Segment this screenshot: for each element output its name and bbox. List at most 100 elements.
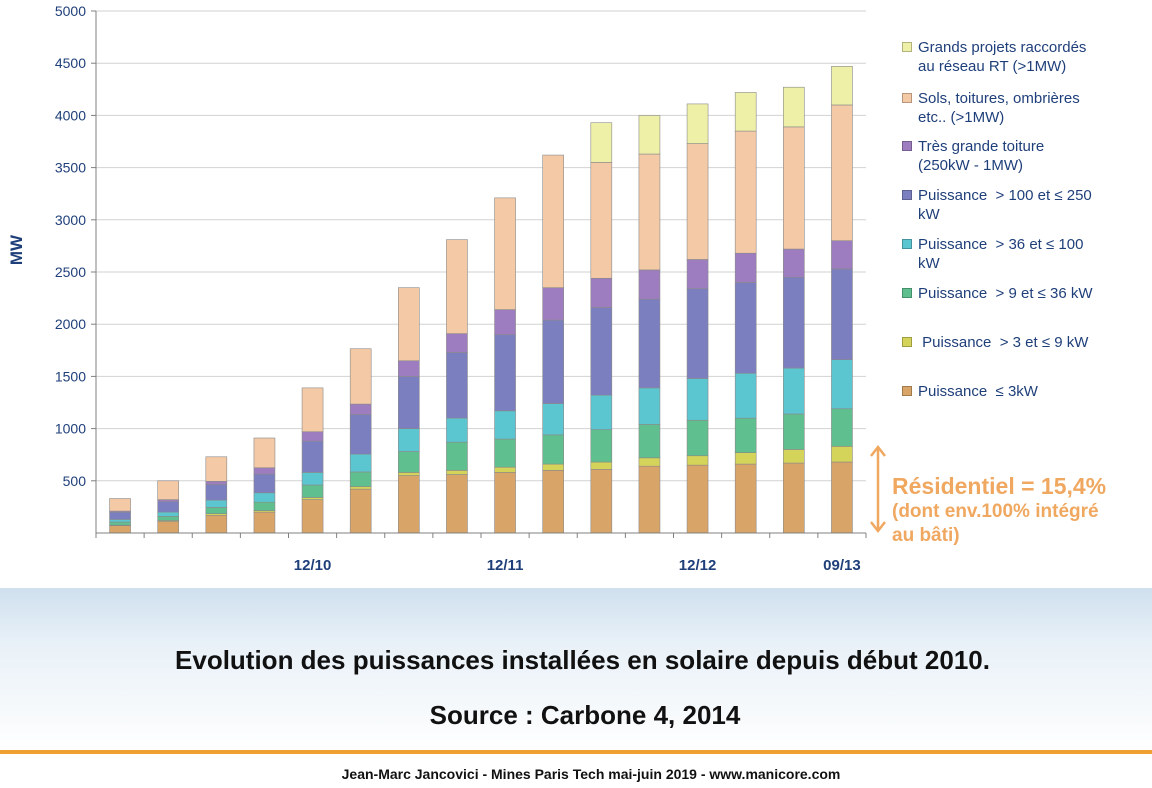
- legend-label: Grands projets raccordés au réseau RT (>1…: [918, 38, 1140, 76]
- bar-segment: [638, 465, 661, 534]
- bar-segment: [253, 501, 276, 511]
- caption-source: Source : Carbone 4, 2014: [429, 700, 741, 730]
- bar-segment: [638, 387, 661, 425]
- x-tick-label: 12/11: [487, 557, 524, 574]
- legend-label: Puissance ≤ 3kW: [918, 382, 1140, 401]
- bar-segment: [783, 367, 805, 415]
- bar-stack: [349, 348, 372, 534]
- bar-stack: [109, 498, 131, 534]
- bar-segment: [349, 403, 372, 415]
- bar-segment: [494, 472, 516, 534]
- bar-segment: [686, 378, 709, 421]
- bar-segment: [109, 498, 131, 512]
- bar-segment: [783, 126, 805, 250]
- bar-segment: [831, 240, 853, 270]
- bar-segment: [494, 309, 516, 335]
- bar-segment: [494, 197, 516, 310]
- bar-segment: [205, 499, 228, 508]
- bar-segment: [734, 252, 757, 283]
- y-axis-label: MW: [7, 234, 26, 265]
- bar-segment: [542, 319, 564, 404]
- bar-segment: [205, 514, 228, 534]
- y-tick-label: 4000: [55, 107, 86, 123]
- bar-segment: [446, 474, 468, 534]
- legend-label: Puissance > 3 et ≤ 9 kW: [918, 333, 1140, 352]
- bar-segment: [686, 464, 709, 534]
- bar-segment: [301, 387, 324, 433]
- y-tick-label: 1000: [55, 421, 86, 437]
- legend-label-line: Sols, toitures, ombrières: [918, 90, 1080, 107]
- bar-segment: [446, 417, 468, 443]
- bar-segment: [638, 269, 661, 300]
- legend-swatch: [902, 337, 912, 347]
- bar-segment: [542, 463, 564, 471]
- legend-label-line: au réseau RT (>1MW): [918, 58, 1067, 75]
- bar-segment: [831, 66, 853, 106]
- bar-segment: [734, 92, 757, 132]
- bar-stack: [542, 154, 564, 534]
- bar-segment: [783, 248, 805, 278]
- bar-segment: [494, 334, 516, 412]
- bar-segment: [398, 428, 420, 452]
- residential-note-end: au bâti): [892, 525, 960, 546]
- bar-segment: [205, 484, 228, 501]
- bar-segment: [253, 511, 276, 534]
- legend-label-line: Puissance > 3 et ≤ 9 kW: [918, 334, 1089, 351]
- bar-segment: [783, 462, 805, 534]
- legend-swatch: [902, 93, 912, 103]
- bar-segment: [734, 282, 757, 374]
- bar-segment: [590, 461, 613, 470]
- bar-segment: [638, 153, 661, 271]
- bar-segment: [205, 481, 228, 485]
- bar-segment: [542, 154, 564, 288]
- bar-segment: [494, 466, 516, 473]
- x-tick-label: 12/12: [679, 557, 717, 574]
- bar-segment: [734, 452, 757, 465]
- bar-stack: [783, 86, 805, 534]
- double-arrow-icon: [870, 444, 886, 534]
- bar-segment: [638, 298, 661, 389]
- bar-segment: [157, 521, 179, 534]
- bar-segment: [109, 511, 131, 520]
- y-tick-label: 1500: [55, 368, 86, 384]
- bar-stack: [638, 115, 661, 534]
- legend-swatch: [902, 42, 912, 52]
- bar-segment: [349, 488, 372, 534]
- y-tick-label: 3000: [55, 212, 86, 228]
- stacked-bar-chart: 500 1000 1500 2000 2500 3000 3500 4000 4500 5000 1…: [7, 3, 867, 574]
- bar-segment: [349, 414, 372, 455]
- legend-label-line: Puissance > 9 et ≤ 36 kW: [918, 285, 1093, 302]
- bar-segment: [542, 434, 564, 465]
- legend-swatch: [902, 190, 912, 200]
- bar-segment: [349, 453, 372, 473]
- bar-segment: [542, 287, 564, 321]
- bar-segment: [783, 413, 805, 450]
- bar-segment: [301, 499, 324, 534]
- bar-segment: [446, 470, 468, 475]
- legend-label-line: Puissance > 100 et ≤ 250: [918, 187, 1092, 204]
- bar-segment: [253, 492, 276, 503]
- bar-stack: [590, 122, 613, 534]
- chart-area: 500 1000 1500 2000 2500 3000 3500 4000 4500 5000 1…: [7, 3, 1140, 574]
- bar-stack: [301, 387, 324, 534]
- bar-segment: [734, 372, 757, 419]
- bar-segment: [542, 403, 564, 436]
- x-tick-label: 09/13: [823, 557, 861, 574]
- bar-segment: [590, 162, 613, 279]
- bar-segment: [349, 471, 372, 487]
- legend-swatch: [902, 141, 912, 151]
- bars: [109, 66, 853, 534]
- y-tick-label: 2500: [55, 264, 86, 280]
- legend-label: Sols, toitures, ombrières etc.. (>1MW): [918, 89, 1140, 127]
- x-tick-label: 12/10: [294, 557, 332, 574]
- bar-segment: [301, 497, 324, 500]
- bar-segment: [398, 451, 420, 473]
- bar-segment: [831, 268, 853, 360]
- legend-label-line: kW: [918, 255, 940, 272]
- bar-segment: [109, 525, 131, 534]
- bar-stack: [686, 103, 709, 534]
- legend-swatch: [902, 288, 912, 298]
- bar-stack: [398, 287, 420, 534]
- legend-label-line: etc.. (>1MW): [918, 109, 1005, 126]
- bar-segment: [686, 259, 709, 290]
